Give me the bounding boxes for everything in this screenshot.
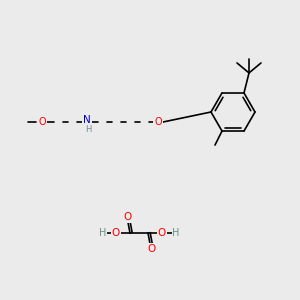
Text: O: O [154, 117, 162, 127]
Text: O: O [123, 212, 131, 222]
Text: H: H [85, 124, 91, 134]
Text: O: O [147, 244, 155, 254]
Text: H: H [172, 228, 180, 238]
Text: H: H [99, 228, 107, 238]
Text: O: O [38, 117, 46, 127]
Text: O: O [158, 228, 166, 238]
Text: N: N [83, 115, 91, 125]
Text: O: O [112, 228, 120, 238]
